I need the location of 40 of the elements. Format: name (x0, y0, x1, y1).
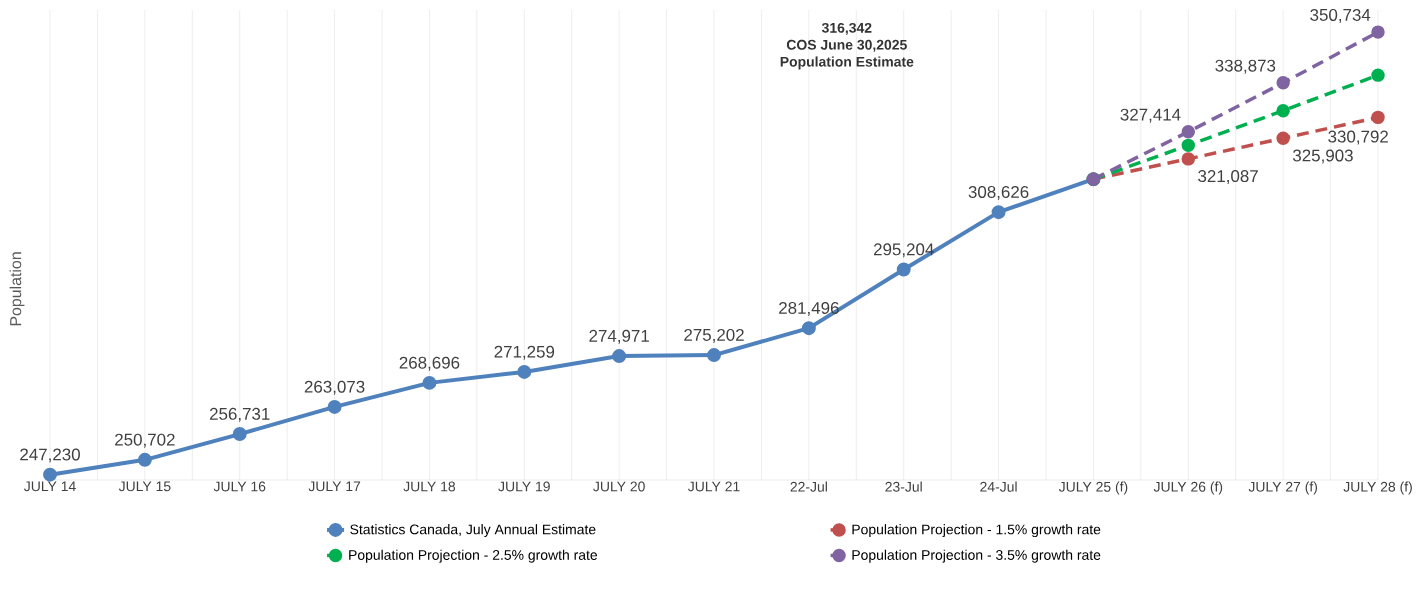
x-tick-label: 24-Jul (980, 481, 1017, 492)
x-tick-label: JULY 14 (24, 481, 76, 492)
data-label: 275,202 (684, 328, 744, 343)
x-tick-label: JULY 21 (688, 481, 740, 492)
data-label: 327,414 (1120, 108, 1181, 123)
x-tick-label: JULY 26 (f) (1153, 481, 1223, 495)
x-tick-label: JULY 16 (213, 481, 266, 492)
data-label: 350,734 (1310, 8, 1371, 23)
data-label: 271,259 (494, 345, 555, 360)
x-tick-label: JULY 19 (498, 481, 550, 492)
data-label: 268,696 (399, 356, 460, 371)
data-label: 250,702 (115, 433, 175, 448)
annotation: COS June 30,2025 (786, 39, 907, 52)
x-tick-label: JULY 25 (f) (1058, 481, 1128, 495)
data-label: 274,971 (589, 329, 649, 344)
data-label: 325,903 (1292, 149, 1353, 164)
y-axis-title: Population (9, 252, 25, 326)
data-label: 281,496 (779, 301, 839, 316)
x-tick-label: 22-Jul (790, 481, 827, 492)
legend-label: Population Projection - 2.5% growth rate (349, 549, 598, 563)
annotation: Population Estimate (780, 56, 914, 70)
data-label: 321,087 (1198, 170, 1258, 185)
legend-label: Population Projection - 1.5% growth rate (852, 524, 1101, 538)
x-tick-label: JULY 20 (593, 481, 645, 492)
data-label: 330,792 (1328, 130, 1388, 145)
x-tick-label: JULY 15 (118, 481, 171, 492)
data-label: 247,230 (20, 448, 80, 463)
x-tick-label: JULY 28 (f) (1343, 481, 1412, 495)
data-label: 295,204 (873, 243, 934, 258)
data-label: 308,626 (968, 185, 1029, 200)
x-tick-label: JULY 17 (308, 481, 361, 492)
x-tick-label: 23-Jul (885, 481, 922, 492)
legend-label: Population Projection - 3.5% growth rate (852, 549, 1101, 563)
x-tick-label: JULY 18 (403, 481, 456, 492)
legend-label: Statistics Canada, July Annual Estimate (350, 524, 596, 538)
data-label: 263,073 (304, 380, 365, 395)
annotation: 316,342 (821, 22, 872, 35)
data-label: 256,731 (209, 407, 270, 422)
x-tick-label: JULY 27 (f) (1248, 481, 1318, 495)
data-label: 338,873 (1215, 59, 1276, 74)
